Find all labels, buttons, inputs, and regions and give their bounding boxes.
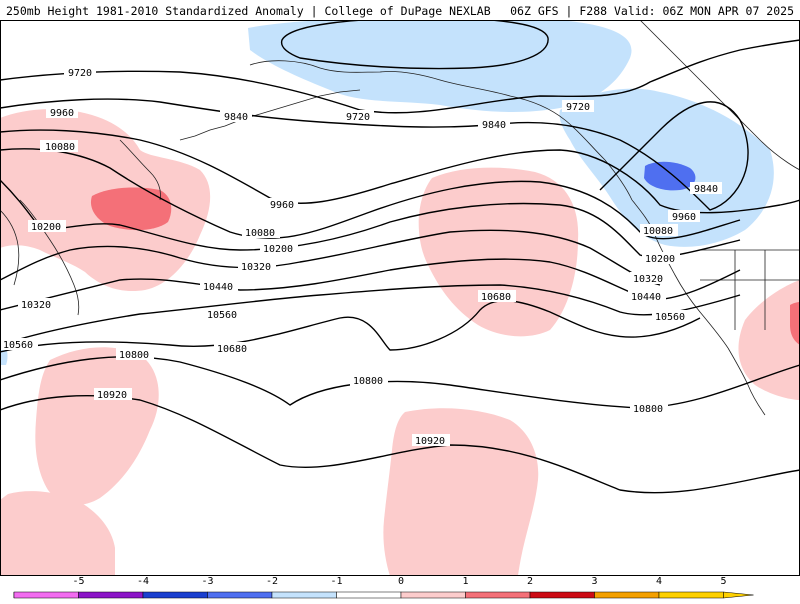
contour-10080 — [0, 148, 741, 240]
label-10320-west: 10320 — [21, 300, 51, 311]
label-10800-east: 10800 — [633, 404, 663, 415]
contour-9720 — [0, 39, 800, 114]
colorbar-segment — [658, 591, 724, 599]
label-10800-west: 10800 — [119, 350, 149, 361]
label-10680-central: 10680 — [481, 292, 511, 303]
alaska-coast — [249, 60, 633, 201]
contour-9840 — [0, 98, 749, 211]
colorbar-tick-label: -4 — [136, 576, 150, 587]
canada-interior — [639, 20, 800, 171]
aleutians — [179, 89, 361, 141]
colorbar-segment — [207, 591, 273, 599]
colorbar-segment — [594, 591, 660, 599]
kamchatka — [119, 139, 161, 201]
colorbar-segment — [465, 591, 531, 599]
pos-anomaly-central-pacific — [418, 167, 579, 337]
pos-anomaly-japan-strong — [90, 187, 172, 231]
pos-anomaly-south-west — [0, 491, 115, 576]
header: 250mb Height 1981-2010 Standardized Anom… — [0, 0, 800, 20]
map-panel: 9720 9720 9720 9960 9840 9840 9840 10080… — [0, 20, 800, 576]
anomaly-shading — [0, 20, 800, 576]
japan — [19, 199, 80, 316]
label-10200-east: 10200 — [645, 254, 675, 265]
colorbar-tick-label: -1 — [330, 576, 343, 587]
map-svg: 9720 9720 9720 9960 9840 9840 9840 10080… — [0, 20, 800, 576]
label-10560-west: 10560 — [3, 340, 33, 351]
pos-anomaly-california-strong — [790, 302, 800, 345]
contour-label-group: 9720 9720 9720 9960 9840 9840 9840 10080… — [0, 66, 722, 447]
colorbar-svg — [13, 591, 754, 599]
neg-anomaly-alaska — [248, 20, 632, 112]
label-10680-mid: 10680 — [217, 344, 247, 355]
label-9720-mid: 9720 — [346, 112, 370, 123]
colorbar-segment — [78, 591, 144, 599]
label-9960-mid: 9960 — [270, 200, 294, 211]
label-10800-mid: 10800 — [353, 376, 383, 387]
contour-9720-alaska — [280, 20, 549, 70]
label-10320-mid: 10320 — [241, 262, 271, 273]
label-9840-west: 9840 — [224, 112, 248, 123]
coastlines — [0, 20, 800, 416]
contour-10920 — [0, 395, 800, 494]
colorbar-tick-label: 2 — [526, 576, 534, 587]
colorbar-tick-label: -3 — [201, 576, 214, 587]
colorbar-arrow-right — [723, 591, 754, 599]
colorbar-segment — [13, 591, 79, 599]
label-10200-mid: 10200 — [263, 244, 293, 255]
colorbar-segment — [529, 591, 595, 599]
label-10320-east: 10320 — [633, 274, 663, 285]
contour-10560 — [0, 284, 741, 346]
label-9720-west: 9720 — [68, 68, 92, 79]
colorbar-tick-label: 3 — [591, 576, 598, 587]
label-10080-mid: 10080 — [245, 228, 275, 239]
label-10440-mid: 10440 — [203, 282, 233, 293]
map-title: 250mb Height 1981-2010 Standardized Anom… — [6, 4, 491, 18]
label-9960-east: 9960 — [672, 212, 696, 223]
pos-anomaly-hawaii — [383, 408, 539, 576]
label-9960-west: 9960 — [50, 108, 74, 119]
label-9840-mid: 9840 — [482, 120, 506, 131]
contour-9960 — [0, 129, 800, 214]
colorbar-segment — [336, 591, 402, 599]
colorbar-segment — [271, 591, 337, 599]
colorbar-tick-label: 5 — [720, 576, 727, 587]
colorbar-tick-label: 0 — [397, 576, 405, 587]
colorbar-segments — [13, 591, 754, 599]
colorbar-tick-label: 1 — [462, 576, 469, 587]
us-west-coast — [727, 347, 766, 416]
label-10920-west: 10920 — [97, 390, 127, 401]
colorbar: -5 -4 -3 -2 -1 0 1 2 3 4 5 — [0, 576, 800, 600]
label-9840-east: 9840 — [694, 184, 718, 195]
colorbar-segment — [142, 591, 208, 599]
label-10200-west: 10200 — [31, 222, 61, 233]
run-info: 06Z GFS | F288 Valid: 06Z MON APR 07 202… — [510, 4, 794, 18]
label-10560-east: 10560 — [655, 312, 685, 323]
pos-anomaly-west-subtropics — [35, 347, 159, 505]
label-10080-east: 10080 — [643, 226, 673, 237]
label-10560-mid: 10560 — [207, 310, 237, 321]
label-10080-west: 10080 — [45, 142, 75, 153]
colorbar-tick-label: -5 — [72, 576, 85, 587]
contour-10200 — [0, 179, 741, 258]
us-state-lines — [700, 249, 800, 330]
colorbar-tick-label: -2 — [265, 576, 279, 587]
contour-10680 — [0, 300, 701, 353]
bc-coast — [631, 199, 729, 349]
asia-coast — [0, 209, 20, 286]
label-9720-east: 9720 — [566, 102, 590, 113]
label-10440-east: 10440 — [631, 292, 661, 303]
label-10920-central: 10920 — [415, 436, 445, 447]
contour-10320 — [0, 229, 661, 286]
colorbar-segment — [400, 591, 466, 599]
colorbar-tick-label: 4 — [655, 576, 663, 587]
